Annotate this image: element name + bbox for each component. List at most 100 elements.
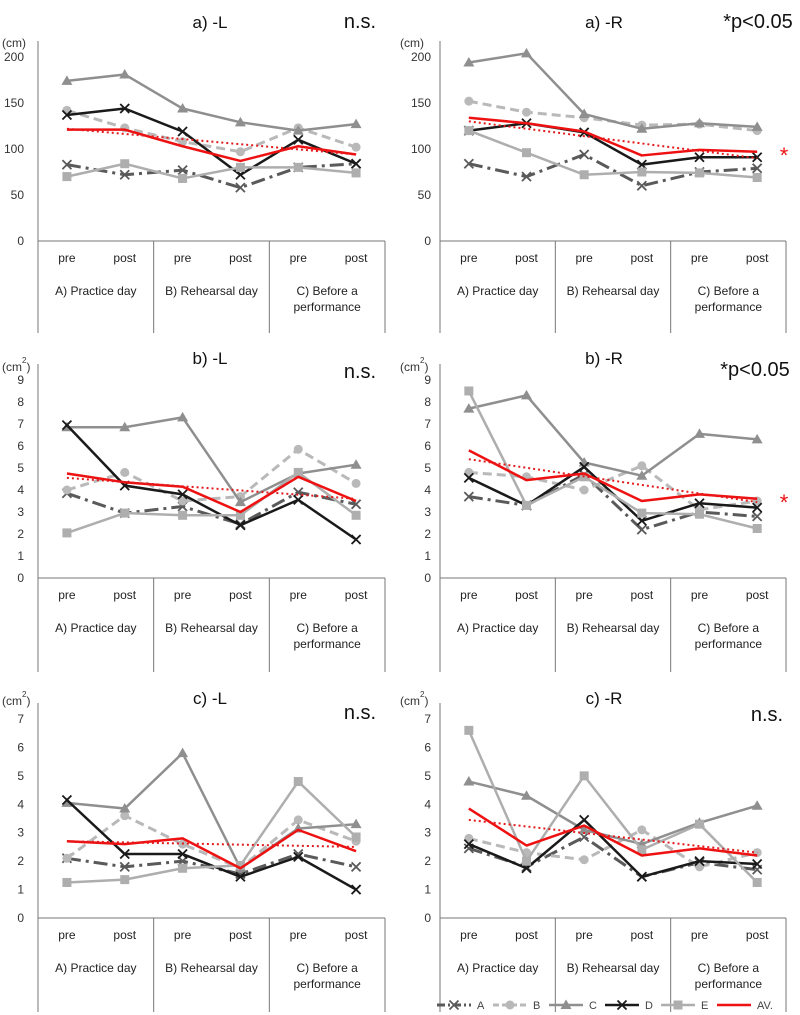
series-point-d xyxy=(177,126,188,137)
x-group-label: C) Before a xyxy=(296,621,358,635)
y-tick-label: 150 xyxy=(411,96,431,110)
series-point-e xyxy=(62,877,72,887)
series-point-e xyxy=(695,168,704,178)
x-group-label: C) Before a xyxy=(296,284,358,298)
series-line-a xyxy=(468,473,758,532)
series-point-d xyxy=(463,838,474,850)
x-tick-label: post xyxy=(345,928,368,942)
y-tick-label: 2 xyxy=(17,527,24,541)
x-group-label: C) Before a xyxy=(698,961,760,975)
series-point-e xyxy=(637,508,647,518)
series-point-a xyxy=(119,861,130,872)
y-tick-label: 3 xyxy=(424,505,431,519)
series-point-e xyxy=(62,528,72,538)
series-point-e xyxy=(351,510,361,520)
series-point-e xyxy=(522,856,531,866)
series-point-a xyxy=(579,831,590,843)
series-point-a xyxy=(177,165,188,176)
chart-panel-6: c) -R n.s. (cm2) 0 1 2 3 4 5 6 7 pre post pre post pre p… xyxy=(400,689,787,1012)
y-unit-label: (cm2) xyxy=(400,690,428,708)
series-point-c xyxy=(177,411,189,422)
series-line-d xyxy=(468,121,758,166)
chart-title: c) -L xyxy=(193,689,227,708)
x-group-label: A) Practice day xyxy=(55,284,136,298)
y-tick-label: 100 xyxy=(411,142,431,156)
x-tick-label: pre xyxy=(460,928,478,942)
series-point-b xyxy=(579,485,589,495)
series-point-c xyxy=(177,103,189,113)
series-point-e xyxy=(579,771,589,781)
series-point-e xyxy=(522,500,531,510)
series-point-e xyxy=(120,875,130,885)
y-unit-label: (cm2) xyxy=(2,356,30,374)
y-unit-label: (cm) xyxy=(2,36,26,50)
x-group-label: A) Practice day xyxy=(55,621,136,635)
x-tick-label: post xyxy=(630,928,653,942)
x-group-label: B) Rehearsal day xyxy=(165,961,258,975)
y-tick-label: 5 xyxy=(17,461,24,475)
series-point-b xyxy=(637,825,647,835)
x-tick-label: post xyxy=(515,928,538,942)
y-tick-label: 1 xyxy=(17,883,24,897)
legend-marker-a xyxy=(448,999,460,1011)
series-point-d xyxy=(119,103,130,114)
series-point-e xyxy=(752,877,762,887)
significance-label: n.s. xyxy=(344,11,376,33)
x-tick-label: post xyxy=(515,588,538,602)
legend-marker-b xyxy=(505,1000,515,1010)
y-tick-label: 0 xyxy=(17,571,24,585)
series-point-a xyxy=(61,159,73,170)
y-tick-label: 4 xyxy=(17,483,24,497)
significance-star: * xyxy=(780,490,789,515)
y-tick-label: 50 xyxy=(418,188,432,202)
x-tick-label: pre xyxy=(575,251,593,265)
series-point-d xyxy=(579,814,590,826)
series-point-c xyxy=(521,47,532,58)
y-tick-label: 9 xyxy=(17,373,24,387)
x-group-label: A) Practice day xyxy=(457,284,538,298)
x-group-label: A) Practice day xyxy=(457,961,538,975)
chart-title: a) -L xyxy=(193,13,228,32)
series-line-e xyxy=(467,390,758,530)
series-point-e xyxy=(120,159,130,169)
series-point-e xyxy=(120,508,130,518)
trend-line xyxy=(66,476,357,500)
x-group-label: B) Rehearsal day xyxy=(567,284,660,298)
series-line-e xyxy=(66,780,357,884)
chart-title: b) -L xyxy=(193,349,228,368)
series-point-e xyxy=(235,162,245,172)
y-tick-label: 5 xyxy=(17,769,24,783)
series-line-av xyxy=(468,807,758,857)
series-line-e xyxy=(467,729,759,884)
x-tick-label: post xyxy=(746,251,769,265)
x-group-label-line2: performance xyxy=(695,637,763,651)
chart-panel-4: b) -R *p<0.05 (cm2) 0 1 2 3 4 5 6 7 8 9 pre post pre pos… xyxy=(400,349,790,672)
series-point-c xyxy=(578,108,590,119)
trend-line xyxy=(66,127,357,156)
series-point-b xyxy=(293,444,303,454)
y-tick-label: 8 xyxy=(424,395,431,409)
series-point-c xyxy=(234,116,246,127)
series-line-e xyxy=(66,162,357,180)
significance-star: * xyxy=(780,143,789,168)
series-point-e xyxy=(351,168,361,178)
series-point-c xyxy=(292,125,304,135)
trend-line xyxy=(66,840,357,848)
x-tick-label: pre xyxy=(58,928,76,942)
series-point-e xyxy=(235,510,245,520)
x-group-label: B) Rehearsal day xyxy=(567,621,660,635)
series-point-c xyxy=(234,496,246,507)
y-tick-label: 3 xyxy=(17,505,24,519)
x-tick-label: post xyxy=(229,588,252,602)
chart-panel-5: c) -L n.s. (cm2) 0 1 2 3 4 5 6 7 pre post pre post pre p… xyxy=(2,689,386,1012)
y-unit-label: (cm2) xyxy=(2,690,30,708)
series-point-b xyxy=(351,478,361,488)
series-line-av xyxy=(468,449,758,503)
series-point-d xyxy=(694,498,705,509)
series-point-a xyxy=(350,861,362,872)
x-tick-label: pre xyxy=(290,928,308,942)
legend-label: A xyxy=(477,1000,485,1012)
x-tick-label: post xyxy=(630,588,653,602)
legend-label: E xyxy=(701,1000,708,1012)
